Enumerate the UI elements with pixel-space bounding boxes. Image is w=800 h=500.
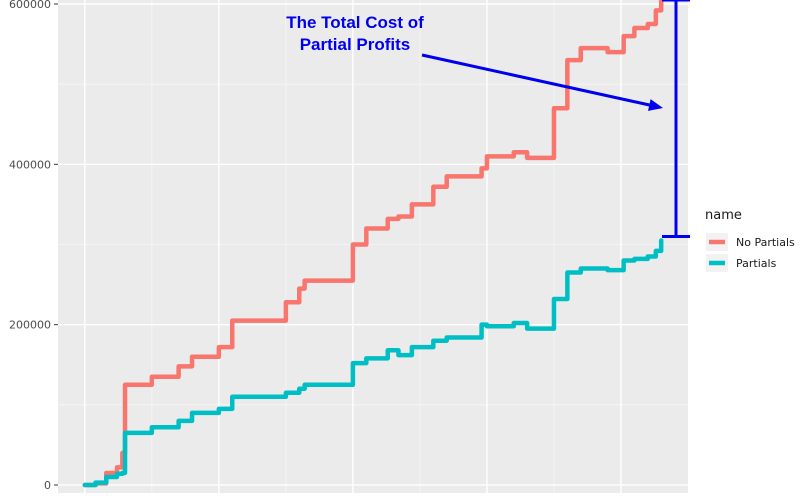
y-tick-label: 0 (44, 479, 51, 492)
y-axis: 0 200000 400000 600000 (9, 0, 58, 492)
annotation-text-line-1: The Total Cost of (286, 13, 424, 32)
annotation-arrow (421, 53, 655, 108)
series-lines (82, 0, 664, 488)
plot-panel (58, 0, 688, 493)
y-tick-label: 200000 (9, 319, 51, 332)
legend-title: name (705, 208, 742, 223)
y-tick-label: 600000 (9, 0, 51, 11)
legend-label: Partials (736, 257, 777, 270)
annotation: The Total Cost of Partial Profits (286, 0, 690, 238)
y-tick-label: 400000 (9, 158, 51, 171)
series-line-no-partials (82, 0, 664, 488)
series-line-partials (82, 238, 664, 488)
minor-gridlines (58, 0, 688, 493)
annotation-arrowhead (648, 99, 663, 111)
annotation-text-line-2: Partial Profits (300, 35, 411, 54)
legend-label: No Partials (736, 236, 795, 249)
legend: name No Partials Partials (705, 208, 795, 272)
